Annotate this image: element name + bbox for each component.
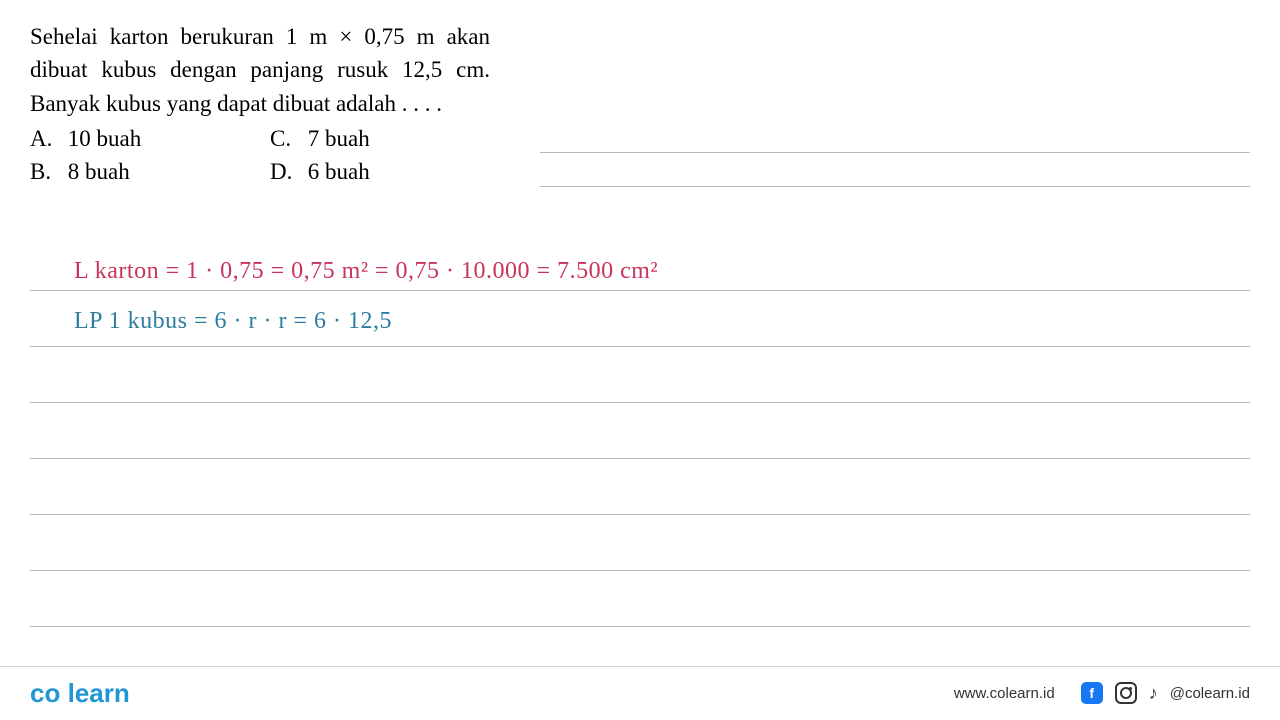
ruled-line [30,514,1250,515]
footer-url: www.colearn.id [954,685,1055,702]
handwriting-line-1: L karton = 1 · 0,75 = 0,75 m² = 0,75 · 1… [74,258,658,285]
ruled-line [30,290,1250,291]
brand-dot [60,678,67,708]
ruled-line [540,152,1250,153]
footer-border [0,666,1280,667]
footer-right: www.colearn.id f ♪ @colearn.id [954,682,1250,704]
ruled-line [30,570,1250,571]
ruled-line [30,402,1250,403]
ruled-line [540,186,1250,187]
ruled-line [30,346,1250,347]
instagram-icon [1115,682,1137,704]
brand-part1: co [30,678,60,708]
brand-logo: co learn [30,678,130,709]
handwriting-line-2: LP 1 kubus = 6 · r · r = 6 · 12,5 [74,308,392,335]
ruled-line [30,626,1250,627]
brand-part2: learn [68,678,130,708]
social-handle: @colearn.id [1170,685,1250,702]
facebook-icon: f [1081,682,1103,704]
tiktok-icon: ♪ [1149,683,1158,704]
ruled-line [30,458,1250,459]
ruled-background [0,0,1280,720]
footer: co learn www.colearn.id f ♪ @colearn.id [0,666,1280,720]
